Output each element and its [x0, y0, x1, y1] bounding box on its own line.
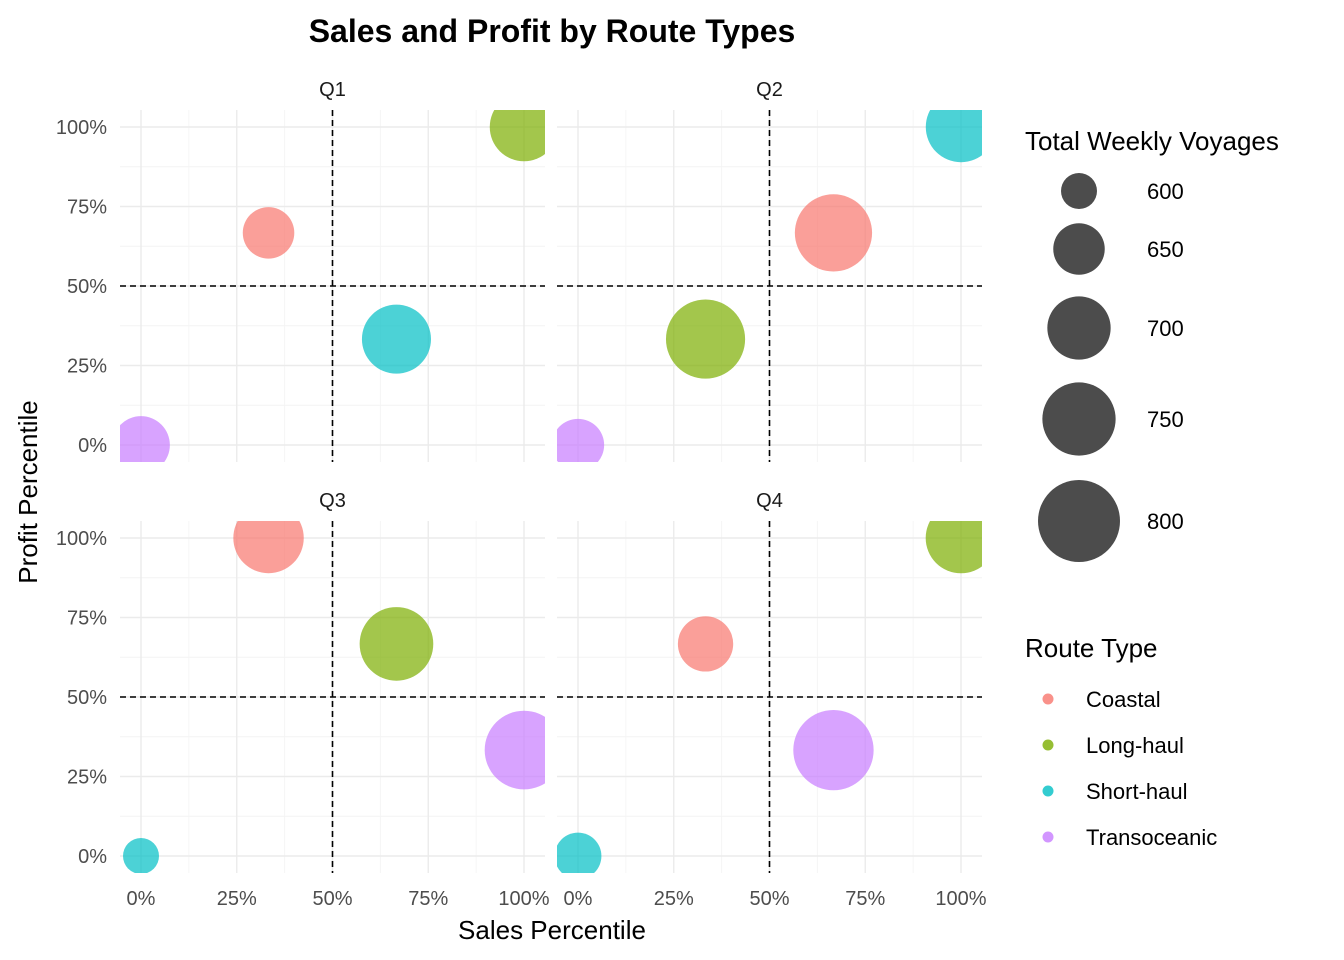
bubble-transoceanic — [120, 416, 170, 462]
size-legend-key — [1038, 480, 1120, 562]
y-tick-label: 0% — [78, 846, 107, 868]
y-tick-label: 50% — [67, 276, 107, 298]
color-legend-key — [1042, 831, 1054, 843]
bubble-short-haul — [123, 838, 159, 873]
y-tick-label: 25% — [67, 767, 107, 789]
bubble-coastal — [233, 521, 304, 574]
color-legend-label: Transoceanic — [1086, 825, 1217, 850]
facet-panels: Q1 0% 25% 50% 75% 100% Q2 Q3 0% 25% 50% 75% 100% 0% 25… — [56, 79, 987, 910]
x-tick-label: 75% — [845, 888, 885, 910]
color-legend-label: Short-haul — [1086, 779, 1188, 804]
bubble-long-haul — [359, 607, 434, 681]
bubble-coastal — [677, 616, 734, 672]
size-legend-label: 700 — [1147, 316, 1184, 341]
panel-q4: Q4 0% 25% 50% 75% 100% — [557, 490, 987, 910]
y-tick-label: 100% — [56, 117, 107, 139]
x-tick-label: 0% — [127, 888, 156, 910]
bubble-long-haul — [925, 521, 982, 574]
color-legend-key — [1042, 739, 1054, 751]
color-legend-title: Route Type — [1025, 633, 1158, 663]
size-legend-label: 650 — [1147, 237, 1184, 262]
legend: Total Weekly Voyages Route Type 600 650 70… — [1025, 126, 1279, 850]
facet-label: Q1 — [319, 79, 346, 101]
size-legend-key — [1047, 296, 1111, 360]
facet-label: Q2 — [756, 79, 783, 101]
color-legend-label: Coastal — [1086, 687, 1161, 712]
size-legend-title: Total Weekly Voyages — [1025, 126, 1279, 156]
size-legend-key — [1042, 382, 1116, 456]
y-tick-label: 75% — [67, 197, 107, 219]
size-legend-key — [1053, 223, 1105, 275]
x-tick-label: 75% — [408, 888, 448, 910]
bubble-short-haul — [925, 110, 982, 163]
chart-title: Sales and Profit by Route Types — [309, 13, 796, 49]
size-legend-label: 800 — [1147, 509, 1184, 534]
bubbles — [123, 521, 545, 873]
size-legend-label: 750 — [1147, 407, 1184, 432]
bubble-short-haul — [361, 304, 431, 374]
y-tick-label: 25% — [67, 356, 107, 378]
facet-label: Q3 — [319, 490, 346, 512]
bubble-coastal — [794, 194, 873, 272]
x-tick-label: 50% — [312, 888, 352, 910]
x-tick-label: 25% — [217, 888, 257, 910]
y-tick-label: 100% — [56, 528, 107, 550]
x-tick-label: 25% — [654, 888, 694, 910]
color-legend-key — [1042, 785, 1054, 797]
bubble-coastal — [242, 207, 295, 259]
bubbles — [557, 521, 982, 873]
panel-q3: Q3 0% 25% 50% 75% 100% 0% 25% 50% 75% 100% — [56, 490, 550, 910]
bubble-transoceanic — [484, 710, 545, 790]
x-axis-title: Sales Percentile — [458, 915, 646, 945]
y-tick-label: 0% — [78, 435, 107, 457]
y-axis-title: Profit Percentile — [13, 400, 43, 584]
y-tick-label: 50% — [67, 687, 107, 709]
x-tick-label: 50% — [749, 888, 789, 910]
bubble-transoceanic — [793, 709, 874, 791]
bubble-short-haul — [557, 832, 602, 873]
color-legend-key — [1042, 693, 1054, 705]
x-tick-label: 100% — [498, 888, 549, 910]
bubbles — [120, 110, 545, 462]
x-tick-label: 0% — [564, 888, 593, 910]
y-tick-label: 75% — [67, 608, 107, 630]
facet-label: Q4 — [756, 490, 783, 512]
color-legend-label: Long-haul — [1086, 733, 1184, 758]
size-legend-key — [1061, 173, 1097, 209]
bubbles — [557, 110, 982, 462]
bubble-transoceanic — [557, 418, 605, 462]
panel-q2: Q2 — [557, 79, 982, 462]
size-legend-label: 600 — [1147, 179, 1184, 204]
panel-q1: Q1 0% 25% 50% 75% 100% — [56, 79, 545, 462]
bubble-long-haul — [665, 299, 746, 379]
x-tick-label: 100% — [935, 888, 986, 910]
bubble-long-haul — [489, 110, 545, 162]
